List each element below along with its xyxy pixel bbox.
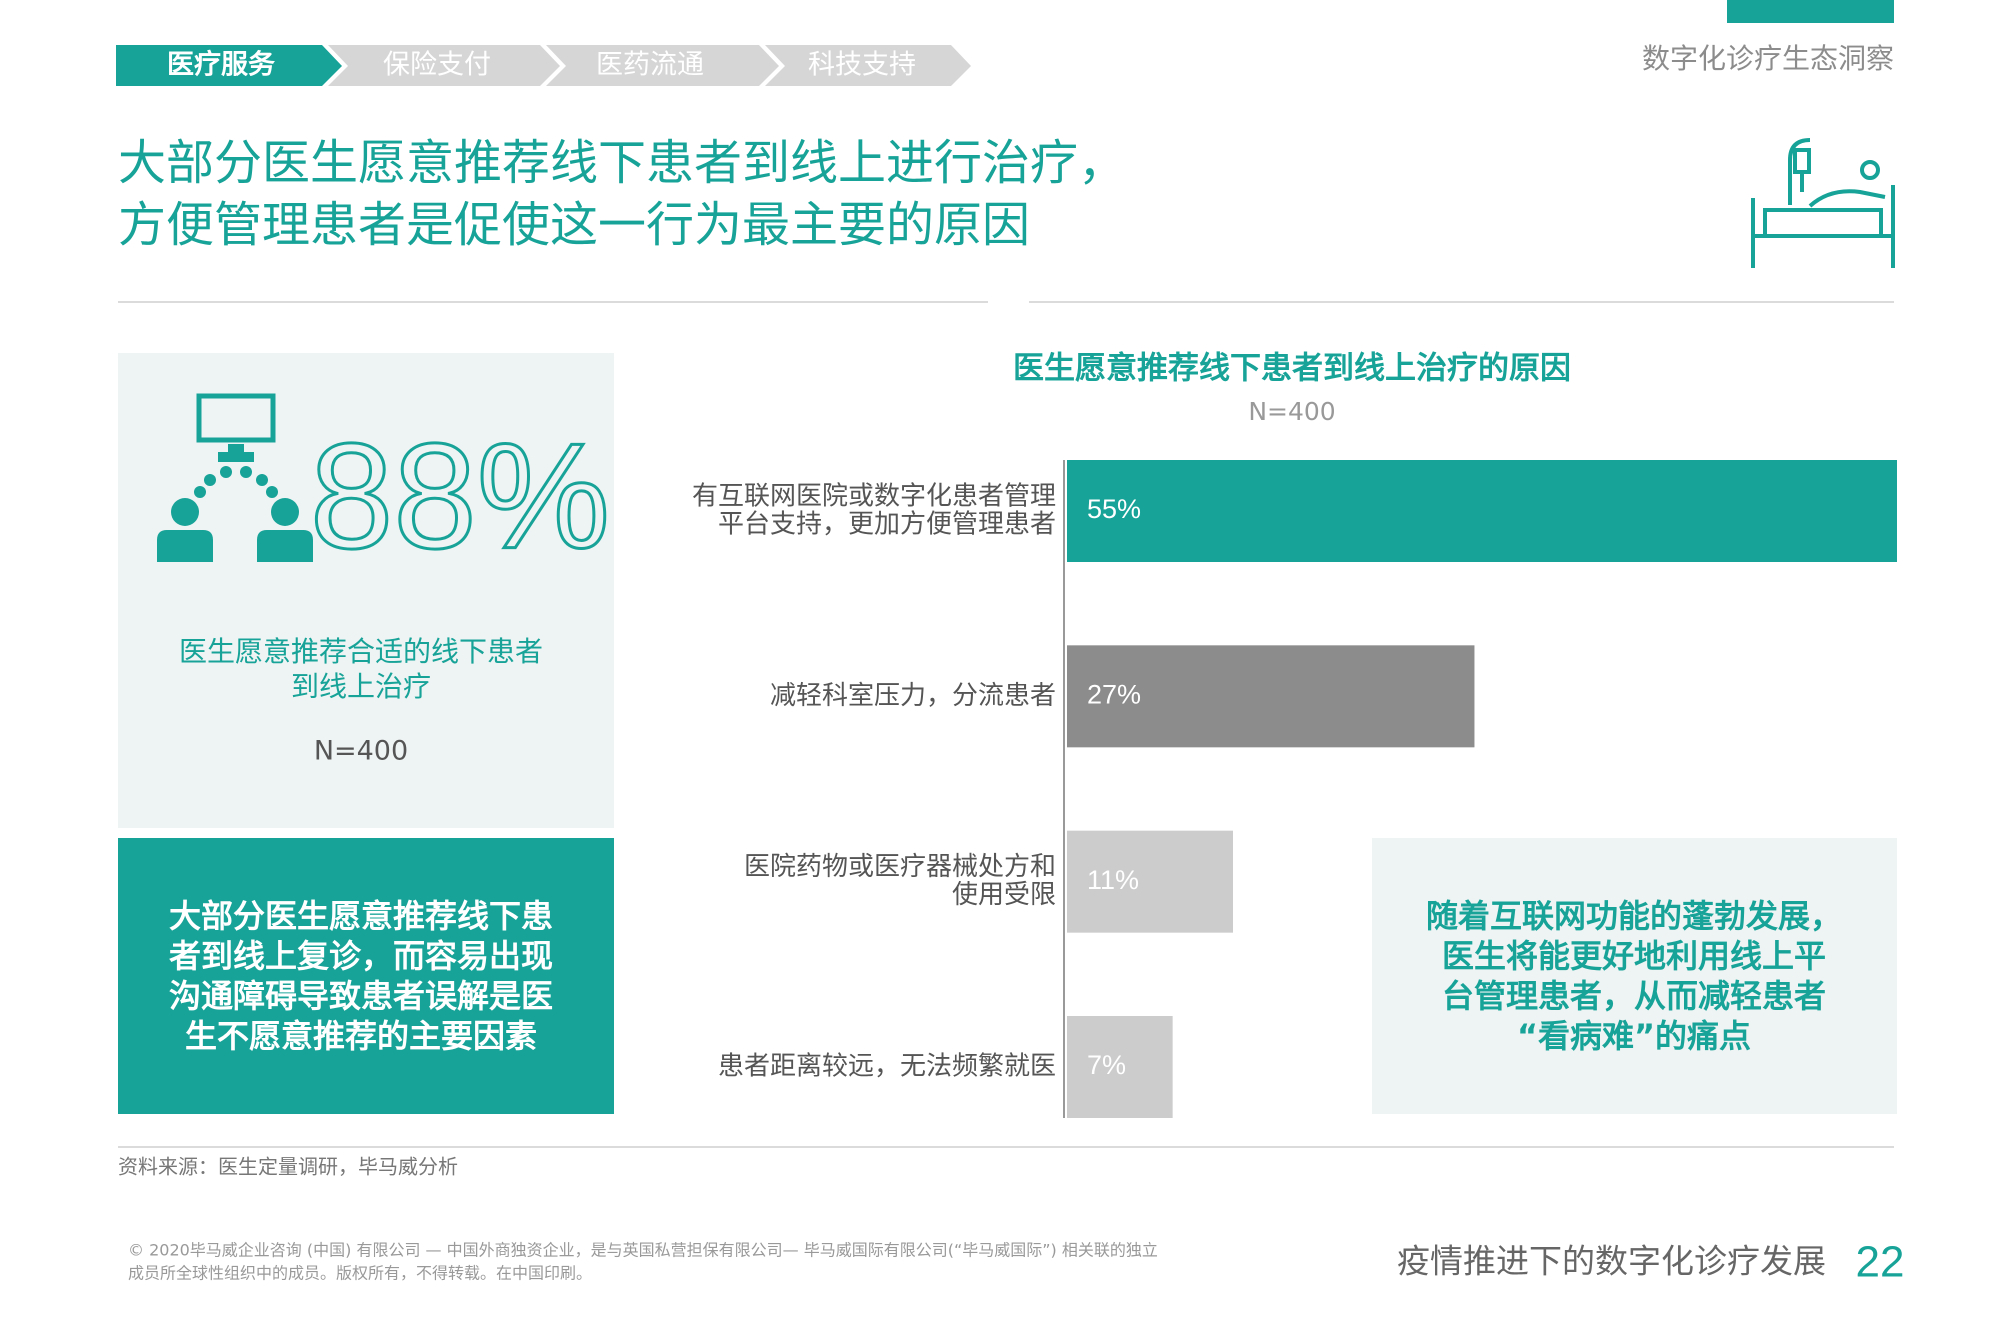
data-label: 55% <box>1087 494 1141 524</box>
section-label: 数字化诊疗生态洞察 <box>1642 42 1894 75</box>
callout-box <box>1372 838 1897 1114</box>
callout-text: “看病难”的痛点 <box>1517 1017 1751 1055</box>
people-icon <box>157 393 313 562</box>
callout-text: 医生将能更好地利用线上平 <box>1442 937 1826 975</box>
bar <box>1067 645 1475 748</box>
footer-title: 疫情推进下的数字化诊疗发展 <box>1397 1242 1826 1281</box>
callout-text: 随着互联网功能的蓬勃发展， <box>1426 897 1842 935</box>
left-box <box>118 838 614 1114</box>
nav-label[interactable]: 科技支持 <box>808 50 916 81</box>
stat-description: 医生愿意推荐合适的线下患者 <box>179 635 543 668</box>
category-label: 使用受限 <box>952 880 1056 910</box>
stat-description: 到线上治疗 <box>291 670 431 703</box>
bed-icon <box>1751 138 1895 268</box>
chart-title: 医生愿意推荐线下患者到线上治疗的原因 <box>1013 351 1571 387</box>
data-label: 11% <box>1087 865 1139 895</box>
nav-tab[interactable] <box>328 45 560 86</box>
category-label: 医院药物或医疗器械处方和 <box>744 852 1056 882</box>
category-label: 平台支持，更加方便管理患者 <box>718 510 1056 540</box>
sample-size: N=400 <box>314 736 408 767</box>
chart-subtitle: N=400 <box>1248 397 1335 426</box>
title: 方便管理患者是促使这一行为最主要的原因 <box>118 197 1030 253</box>
left-box-text: 大部分医生愿意推荐线下患 <box>169 897 553 935</box>
left-box-text: 者到线上复诊，而容易出现 <box>169 937 553 975</box>
top-accent <box>1727 0 1894 23</box>
source: 资料来源：医生定量调研，毕马威分析 <box>118 1155 458 1179</box>
copyright: 成员所全球性组织中的成员。版权所有，不得转载。在中国印刷。 <box>128 1264 592 1283</box>
category-label: 有互联网医院或数字化患者管理 <box>692 482 1056 512</box>
left-box-text: 沟通障碍导致患者误解是医 <box>169 977 553 1015</box>
nav-tab[interactable] <box>546 45 779 86</box>
page-number: 22 <box>1856 1238 1905 1287</box>
nav-label[interactable]: 医药流通 <box>596 50 704 81</box>
title: 大部分医生愿意推荐线下患者到线上进行治疗， <box>118 135 1126 191</box>
bar <box>1067 460 1897 562</box>
data-label: 27% <box>1087 679 1141 709</box>
nav-tab[interactable] <box>116 45 342 86</box>
category-label: 患者距离较远，无法频繁就医 <box>718 1052 1056 1082</box>
nav-label[interactable]: 保险支付 <box>383 50 491 81</box>
bar <box>1067 1016 1173 1118</box>
category-label: 减轻科室压力，分流患者 <box>770 681 1056 711</box>
stat: 88% <box>310 412 610 580</box>
bar <box>1067 830 1233 933</box>
nav: 医疗服务 保险支付 医药流通 科技支持 <box>116 45 971 86</box>
callout-text: 台管理患者，从而减轻患者 <box>1442 977 1826 1015</box>
data-label: 7% <box>1087 1050 1126 1080</box>
copyright: © 2020毕马威企业咨询 (中国) 有限公司 — 中国外商独资企业，是与英国私… <box>128 1241 1158 1260</box>
nav-tab[interactable] <box>765 45 971 86</box>
nav-label[interactable]: 医疗服务 <box>167 49 275 81</box>
left-box-text: 生不愿意推荐的主要因素 <box>185 1017 537 1055</box>
